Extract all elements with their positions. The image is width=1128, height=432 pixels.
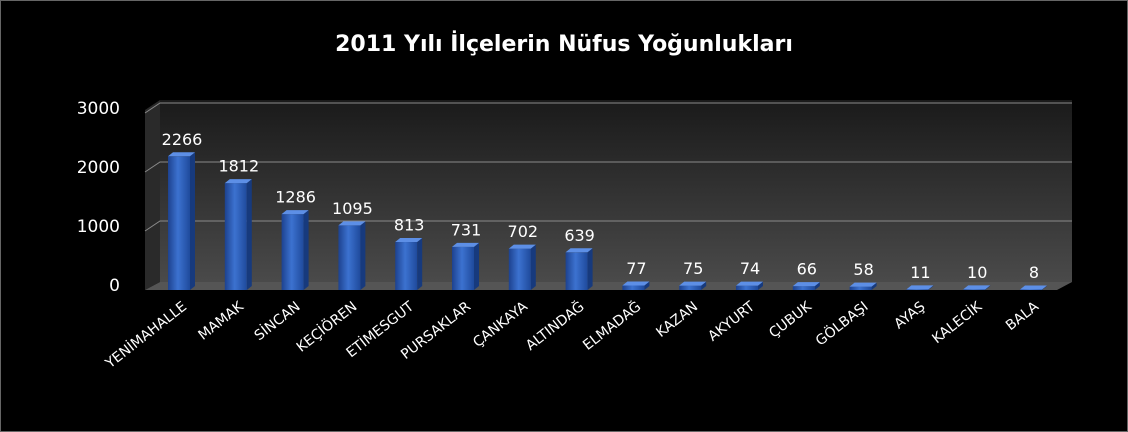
bar-top xyxy=(508,244,536,249)
bar xyxy=(963,289,986,290)
y-tick-label: 0 xyxy=(109,276,120,296)
bar-top xyxy=(281,210,309,215)
bar-top xyxy=(168,152,195,157)
y-tick-label: 2000 xyxy=(77,158,120,178)
bar-side xyxy=(814,282,820,290)
bar-side xyxy=(1042,285,1047,290)
data-label: 77 xyxy=(626,259,646,278)
bar-top xyxy=(849,282,877,287)
bar xyxy=(679,285,702,290)
bar xyxy=(736,285,758,290)
data-label: 2266 xyxy=(162,130,203,149)
bar-side xyxy=(190,152,195,290)
bar-top xyxy=(963,285,991,290)
y-tick-label: 3000 xyxy=(77,99,120,119)
bar-side xyxy=(871,282,877,290)
bar xyxy=(281,214,304,290)
bar-top xyxy=(224,179,252,184)
bar-top xyxy=(1020,285,1047,290)
bar-side xyxy=(928,285,934,290)
bar xyxy=(508,248,531,290)
data-label: 58 xyxy=(853,260,873,279)
bar-top xyxy=(736,281,763,286)
grid-line xyxy=(144,220,1072,232)
bar-top xyxy=(565,248,593,253)
bar-top xyxy=(338,221,366,226)
data-label: 74 xyxy=(740,259,760,278)
data-label: 11 xyxy=(910,263,930,282)
bar xyxy=(849,286,872,290)
bar xyxy=(395,242,418,290)
data-label: 639 xyxy=(564,226,595,245)
bar xyxy=(565,252,588,290)
bar-top xyxy=(395,238,423,243)
bar-side xyxy=(530,244,536,290)
data-label: 10 xyxy=(967,263,987,282)
y-tick-label: 1000 xyxy=(77,217,120,237)
data-label: 1095 xyxy=(332,199,373,218)
data-label: 8 xyxy=(1029,263,1039,282)
bar-top xyxy=(679,281,707,286)
bar-side xyxy=(758,281,763,290)
bar xyxy=(622,285,645,290)
bar-side xyxy=(417,238,423,290)
chart-title: 2011 Yılı İlçelerin Nüfus Yoğunlukları xyxy=(335,31,793,57)
data-label: 75 xyxy=(683,259,703,278)
back-wall xyxy=(160,100,1072,282)
bar-top xyxy=(452,242,479,247)
bar-side xyxy=(474,242,479,290)
grid-line xyxy=(144,102,1072,114)
bar-side xyxy=(587,248,593,290)
bar xyxy=(338,225,361,290)
bar-side xyxy=(701,281,707,290)
data-label: 1812 xyxy=(218,157,259,176)
bar-side xyxy=(303,210,309,290)
floor xyxy=(145,282,1072,290)
bar-side xyxy=(644,281,650,290)
bar-side xyxy=(246,179,252,290)
bar-top xyxy=(622,281,650,286)
bar xyxy=(792,286,815,290)
bar-side xyxy=(360,221,366,290)
bar xyxy=(452,246,474,290)
data-label: 813 xyxy=(394,216,425,235)
grid-line xyxy=(144,161,1072,173)
bar-side xyxy=(985,285,991,290)
bar-top xyxy=(792,282,820,287)
bar xyxy=(168,156,190,290)
bar-top xyxy=(906,285,934,290)
bar xyxy=(906,289,929,290)
data-label: 702 xyxy=(508,222,539,241)
bar xyxy=(224,183,247,290)
side-wall xyxy=(145,100,160,290)
data-label: 731 xyxy=(451,220,482,239)
data-label: 66 xyxy=(797,260,817,279)
data-label: 1286 xyxy=(275,188,316,207)
